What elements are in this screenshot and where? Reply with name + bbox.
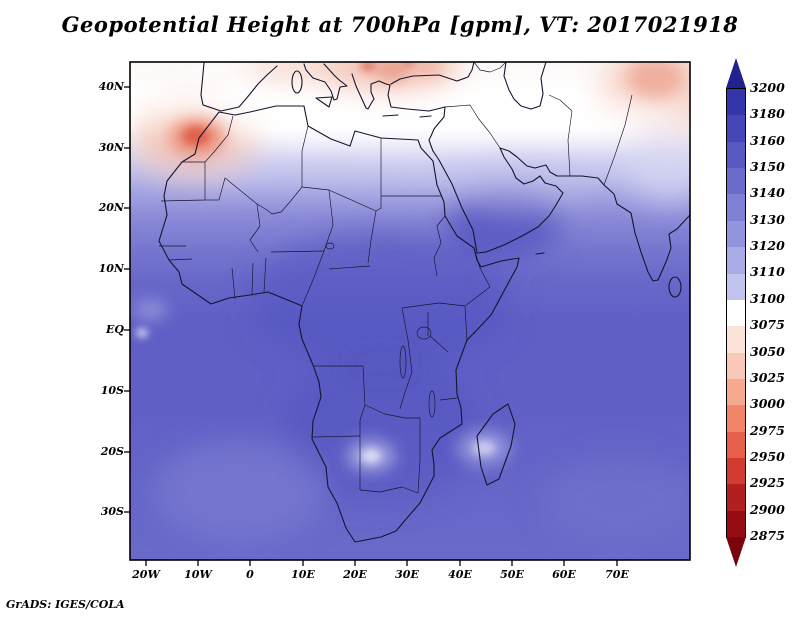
- lat-tick-label: 10S: [100, 384, 124, 397]
- lake-victoria: [416, 326, 432, 340]
- lat-tick-label: 20S: [100, 445, 124, 458]
- colorbar-cell: [727, 273, 745, 300]
- colorbar-bottom-arrow: [726, 537, 746, 567]
- colorbar-label: 3075: [750, 317, 785, 332]
- colorbar-label: 3180: [750, 106, 785, 121]
- map-plot: [124, 61, 691, 566]
- sardinia-coastline: [291, 70, 303, 94]
- colorbar-label: 3025: [750, 370, 785, 385]
- iberia-coastline: [200, 62, 278, 112]
- colorbar-cell: [727, 141, 745, 169]
- colorbar-label: 2975: [750, 423, 785, 438]
- madagascar-coastline: [476, 403, 516, 486]
- axis-ticks: [124, 86, 618, 566]
- colorbar-label: 3050: [750, 344, 785, 359]
- sicily-coastline: [315, 96, 333, 108]
- lon-tick-label: 40E: [448, 568, 472, 581]
- lat-tick-label: 20N: [98, 201, 124, 214]
- country-borders: [159, 62, 633, 494]
- colorbar-label: 3120: [750, 238, 785, 253]
- lat-tick-label: EQ: [106, 323, 124, 336]
- colorbar-label: 2950: [750, 449, 785, 464]
- colorbar: [726, 88, 746, 538]
- lon-tick-label: 20E: [343, 568, 367, 581]
- colorbar-label: 3110: [750, 264, 785, 279]
- lake-chad: [325, 242, 335, 250]
- lon-tick-label: 20W: [132, 568, 160, 581]
- lon-tick-label: 10W: [184, 568, 212, 581]
- colorbar-label: 3150: [750, 159, 785, 174]
- iran-india-coastline: [499, 147, 690, 282]
- colorbar-label: 2925: [750, 475, 785, 490]
- lon-tick-label: 10E: [291, 568, 315, 581]
- caspian-coastline: [503, 62, 547, 110]
- colorbar-cell: [727, 352, 745, 379]
- colorbar-label: 3200: [750, 80, 785, 95]
- colorbar-label: 2900: [750, 502, 785, 517]
- chart-title: Geopotential Height at 700hPa [gpm], VT:…: [61, 12, 739, 37]
- colorbar-cell: [727, 168, 745, 195]
- lon-tick-label: 70E: [605, 568, 629, 581]
- srilanka-coastline: [668, 276, 682, 298]
- lon-tick-label: 0: [246, 568, 254, 581]
- colorbar-label: 2875: [750, 528, 785, 543]
- africa-coastline: [158, 105, 520, 543]
- colorbar-cell: [727, 484, 745, 511]
- colorbar-label: 3100: [750, 291, 785, 306]
- colorbar-label: 3140: [750, 185, 785, 200]
- colorbar-cell: [727, 431, 745, 459]
- colorbar-label: 3160: [750, 133, 785, 148]
- colorbar-cell: [727, 326, 745, 353]
- lake-tanganyika: [399, 345, 407, 379]
- colorbar-cell: [727, 115, 745, 142]
- colorbar-cell: [727, 405, 745, 432]
- lat-tick-label: 10N: [98, 262, 124, 275]
- colorbar-top-arrow: [726, 58, 746, 88]
- cyprus-coastline: [419, 115, 432, 118]
- colorbar-cell: [727, 510, 745, 538]
- colorbar-cell: [727, 378, 745, 406]
- map-frame: [129, 61, 691, 561]
- lon-tick-label: 30E: [395, 568, 419, 581]
- colorbar-cell: [727, 247, 745, 274]
- lat-tick-label: 30N: [98, 141, 124, 154]
- lon-tick-label: 60E: [552, 568, 576, 581]
- lat-tick-label: 30S: [100, 505, 124, 518]
- grads-credit: GrADS: IGES/COLA: [6, 598, 125, 611]
- colorbar-label: 3130: [750, 212, 785, 227]
- italy-coastline: [303, 63, 348, 101]
- turkey-south-coastline: [387, 84, 446, 112]
- colorbar-cell: [727, 458, 745, 485]
- colorbar-label: 3000: [750, 396, 785, 411]
- colorbar-cell: [727, 220, 745, 248]
- contour-field: [130, 62, 690, 560]
- turkey-north-coastline: [390, 62, 475, 85]
- coastlines: [158, 62, 690, 543]
- colorbar-cell: [727, 89, 745, 116]
- colorbar-cell: [727, 194, 745, 221]
- socotra-coastline: [535, 252, 545, 255]
- lat-tick-label: 40N: [98, 80, 124, 93]
- crete-coastline: [382, 114, 399, 117]
- lon-tick-label: 50E: [500, 568, 524, 581]
- lake-malawi: [428, 390, 436, 418]
- greece-coastline: [351, 73, 391, 110]
- arabia-coastline: [432, 147, 564, 254]
- colorbar-cell: [727, 299, 745, 327]
